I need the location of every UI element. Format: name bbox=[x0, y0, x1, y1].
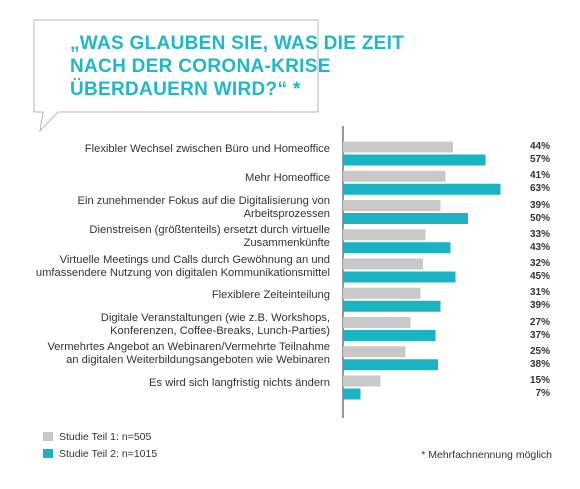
value-label-series-2-9: 7% bbox=[535, 388, 550, 399]
value-label-series-2-5: 45% bbox=[529, 271, 550, 282]
value-label-series-2-7: 37% bbox=[529, 329, 550, 341]
category-label-3-line-1: Ein zunehmender Fokus auf die Digitalisi… bbox=[77, 195, 330, 207]
category-label-8-line-2: an digitalen Weiterbildungsangeboten wie… bbox=[66, 354, 330, 367]
category-label-5-line-2: umfassendere Nutzung von digitalen Kommu… bbox=[35, 266, 330, 279]
value-label-series-2-8: 38% bbox=[529, 358, 550, 370]
value-label-series-1-8: 25% bbox=[529, 345, 550, 357]
value-label-series-2-2: 63% bbox=[529, 183, 550, 195]
category-label-6: Flexiblere Zeiteinteilung bbox=[30, 289, 330, 302]
value-label-series-1-1: 44% bbox=[529, 141, 550, 152]
value-label-series-1-6: 31% bbox=[529, 287, 550, 299]
category-label-4: Dienstreisen (größtenteils) ersetzt durc… bbox=[30, 224, 330, 250]
category-label-8: Vermehrtes Angebot an Webinaren/Vermehrt… bbox=[30, 341, 330, 367]
title-line-2: NACH DER CORONA-KRISE bbox=[70, 56, 331, 77]
value-label-series-1-3: 39% bbox=[529, 199, 550, 211]
value-label-series-1-2: 41% bbox=[529, 170, 550, 182]
category-label-1: Flexibler Wechsel zwischen Büro und Home… bbox=[30, 143, 330, 156]
value-label-series-1-9: 15% bbox=[529, 375, 550, 386]
title-line-3: ÜBERDAUERN WIRD?“ * bbox=[70, 79, 301, 100]
category-label-9-line-1: Es wird sich langfristig nichts ändern bbox=[149, 377, 330, 389]
category-label-7-line-2: Konferenzen, Coffee-Breaks, Lunch-Partie… bbox=[110, 325, 330, 337]
legend-label-series-2: Studie Teil 2: n=1015 bbox=[59, 448, 158, 460]
category-label-6-line-1: Flexiblere Zeiteinteilung bbox=[211, 289, 330, 302]
category-label-1-line-1: Flexibler Wechsel zwischen Büro und Home… bbox=[84, 143, 330, 155]
value-label-series-1-5: 32% bbox=[529, 258, 550, 269]
category-label-5: Virtuelle Meetings und Calls durch Gewöh… bbox=[30, 254, 330, 280]
value-label-series-2-4: 43% bbox=[529, 241, 550, 253]
category-label-2-line-1: Mehr Homeoffice bbox=[245, 172, 330, 185]
category-label-9: Es wird sich langfristig nichts ändern bbox=[30, 377, 330, 390]
category-label-3: Ein zunehmender Fokus auf die Digitalisi… bbox=[30, 195, 330, 221]
category-label-4-line-1: Dienstreisen (größtenteils) ersetzt durc… bbox=[89, 224, 330, 237]
category-label-2: Mehr Homeoffice bbox=[30, 172, 330, 185]
value-label-series-1-7: 27% bbox=[529, 316, 550, 328]
title-line-1: „WAS GLAUBEN SIE, WAS DIE ZEIT bbox=[70, 33, 405, 54]
value-label-series-2-3: 50% bbox=[529, 212, 550, 224]
legend-swatch-series-2 bbox=[43, 449, 53, 458]
category-label-8-line-1: Vermehrtes Angebot an Webinaren/Vermehrt… bbox=[47, 341, 330, 354]
category-label-7: Digitale Veranstaltungen (wie z.B. Works… bbox=[30, 312, 330, 338]
legend-swatch-series-1 bbox=[43, 432, 53, 441]
value-label-series-2-6: 39% bbox=[529, 300, 550, 312]
footnote: * Mehrfachnennung möglich bbox=[421, 449, 552, 461]
value-label-series-1-4: 33% bbox=[529, 228, 550, 240]
category-label-7-line-1: Digitale Veranstaltungen (wie z.B. Works… bbox=[100, 312, 330, 324]
category-label-4-line-2: Zusammenkünfte bbox=[243, 237, 330, 250]
category-label-5-line-1: Virtuelle Meetings und Calls durch Gewöh… bbox=[59, 253, 330, 266]
legend-label-series-1: Studie Teil 1: n=505 bbox=[59, 431, 152, 443]
value-label-series-2-1: 57% bbox=[529, 154, 550, 165]
category-label-3-line-2: Arbeitsprozessen bbox=[243, 208, 330, 220]
